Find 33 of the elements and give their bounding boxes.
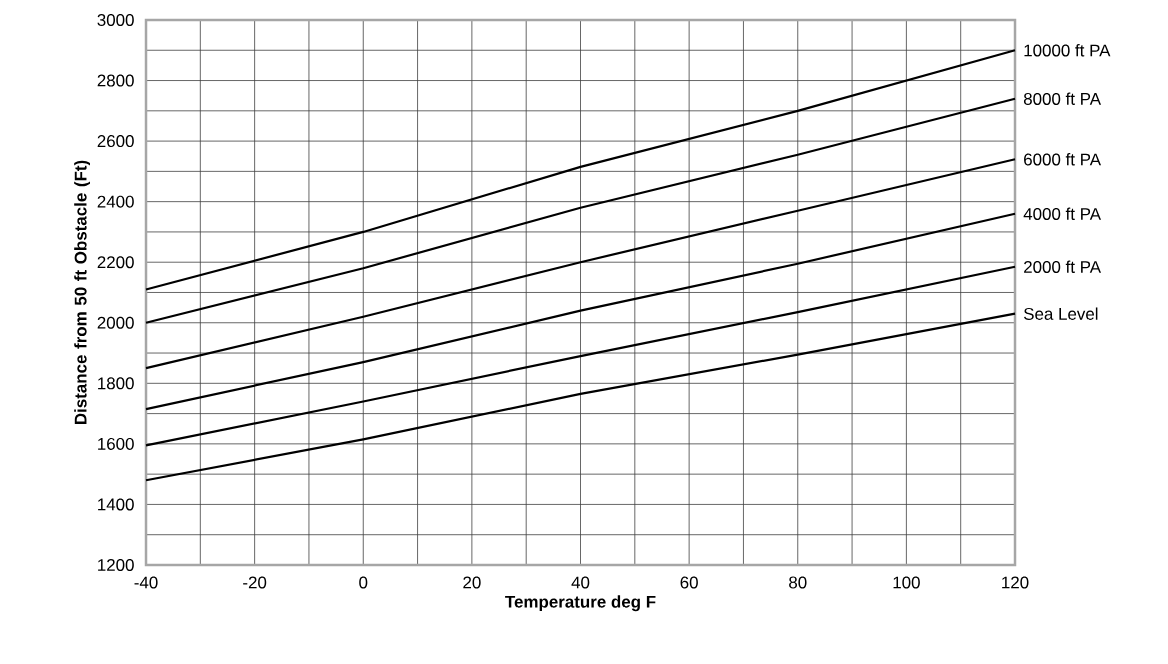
series-label: 6000 ft PA: [1024, 153, 1102, 166]
x-tick-label: 60: [680, 576, 698, 589]
y-tick-label: 1800: [98, 377, 134, 390]
line-series: [144, 212, 1017, 411]
y-tick-label: 1400: [98, 498, 134, 511]
x-tick-label: 100: [893, 576, 920, 589]
x-tick-label: 20: [463, 576, 481, 589]
y-tick-label: 1200: [98, 558, 134, 571]
y-tick-label: 2600: [97, 135, 134, 148]
line-series: [144, 312, 1017, 482]
series-label: 4000 ft PA: [1023, 207, 1102, 220]
y-tick-label: 2200: [97, 256, 134, 269]
line-series: [144, 265, 1017, 447]
y-axis-title: Distance from 50 ft Obstacle (Ft): [74, 160, 90, 425]
y-tick-label: 2800: [97, 74, 134, 87]
y-tick-label: 2000: [97, 316, 134, 329]
series-label: 10000 ft PA: [1024, 44, 1111, 57]
x-axis-title: Temperature deg F: [505, 595, 656, 612]
line-series: [144, 49, 1017, 291]
y-tick-label: 1600: [98, 437, 134, 450]
series-label: 2000 ft PA: [1024, 260, 1102, 273]
y-tick-label: 3000: [97, 13, 134, 26]
line-series: [144, 97, 1017, 324]
x-tick-label: -40: [134, 576, 158, 589]
x-tick-label: -20: [243, 576, 267, 589]
x-tick-label: 120: [1002, 576, 1029, 589]
series-label: Sea Level: [1023, 307, 1098, 320]
x-tick-label: 40: [571, 576, 590, 589]
x-tick-label: 0: [359, 576, 368, 589]
line-series: [144, 158, 1017, 370]
y-tick-label: 2400: [97, 195, 134, 208]
series-label: 8000 ft PA: [1023, 92, 1102, 105]
x-tick-label: 80: [789, 576, 807, 589]
